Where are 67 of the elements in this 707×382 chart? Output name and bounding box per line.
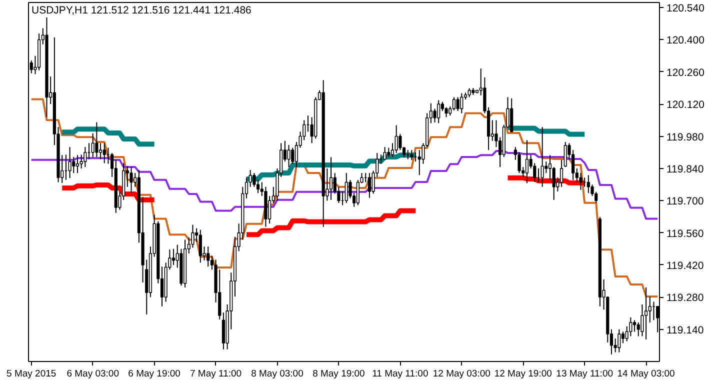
candlestick xyxy=(130,166,133,194)
y-tick-label: 119.700 xyxy=(666,196,704,208)
candlestick xyxy=(172,248,176,266)
y-tick-label: 120.540 xyxy=(666,2,705,15)
y-tick-label: 119.560 xyxy=(666,228,704,240)
y-tick-label: 120.120 xyxy=(666,99,705,112)
candlestick xyxy=(329,156,333,200)
candlestick xyxy=(368,172,372,198)
candlestick xyxy=(84,146,87,168)
candlestick xyxy=(198,229,202,264)
candlestick xyxy=(560,159,564,188)
y-tick-label: 119.140 xyxy=(666,324,704,336)
candlestick xyxy=(544,161,548,174)
candlestick xyxy=(632,320,636,332)
candlestick xyxy=(102,142,106,164)
candlestick xyxy=(383,146,386,160)
y-tick-label: 119.980 xyxy=(666,131,704,144)
candlestick xyxy=(552,166,556,200)
y-tick-label: 119.280 xyxy=(666,292,704,304)
candlestick xyxy=(398,133,402,151)
x-tick-label: 14 May 03:00 xyxy=(617,368,675,380)
candlestick xyxy=(291,147,294,164)
candlestick xyxy=(222,312,226,350)
candlestick xyxy=(68,146,72,179)
candlestick xyxy=(206,246,210,268)
y-tick-label: 119.840 xyxy=(666,163,704,176)
candlestick xyxy=(72,156,76,174)
candlestick xyxy=(387,147,390,158)
candlestick xyxy=(540,126,544,188)
x-tick-label: 7 May 11:00 xyxy=(190,368,242,380)
line-series xyxy=(30,98,659,298)
x-tick-label: 6 May 19:00 xyxy=(128,368,180,380)
candlestick xyxy=(344,172,348,204)
chart-title: USDJPY,H1 121.512 121.516 121.441 121.486 xyxy=(32,4,252,16)
candlestick xyxy=(579,172,582,190)
candlestick xyxy=(564,142,567,168)
candlestick xyxy=(410,150,414,160)
y-tick-label: 119.420 xyxy=(666,260,704,272)
candlestick xyxy=(394,124,398,154)
y-tick-label: 120.400 xyxy=(666,34,705,47)
candlestick xyxy=(621,331,625,344)
candlestick xyxy=(510,98,514,133)
x-tick-label: 5 May 2015 xyxy=(6,368,56,380)
candlestick xyxy=(95,122,98,158)
candlestick xyxy=(437,100,440,124)
candlestick xyxy=(452,96,456,111)
candlestick xyxy=(76,154,80,174)
candlestick xyxy=(456,96,460,112)
x-tick-label: 8 May 19:00 xyxy=(312,368,365,380)
candlestick xyxy=(98,142,102,160)
candlestick xyxy=(356,179,360,206)
x-tick-label: 8 May 03:00 xyxy=(251,368,304,380)
candlestick xyxy=(525,140,529,184)
candlestick xyxy=(256,179,260,194)
candlestick xyxy=(648,296,652,323)
x-tick-label: 11 May 11:00 xyxy=(372,368,428,380)
candlestick xyxy=(91,132,94,158)
candlestick xyxy=(287,144,290,168)
y-tick-label: 120.260 xyxy=(666,66,705,79)
candlestick xyxy=(618,328,621,353)
candlestick xyxy=(644,286,648,340)
x-tick-label: 12 May 19:00 xyxy=(494,368,552,380)
candlestick xyxy=(586,174,590,194)
x-tick-label: 13 May 11:00 xyxy=(556,368,614,380)
x-tick-label: 12 May 03:00 xyxy=(432,368,490,380)
x-tick-label: 6 May 03:00 xyxy=(66,368,120,380)
candlestick xyxy=(460,92,464,114)
